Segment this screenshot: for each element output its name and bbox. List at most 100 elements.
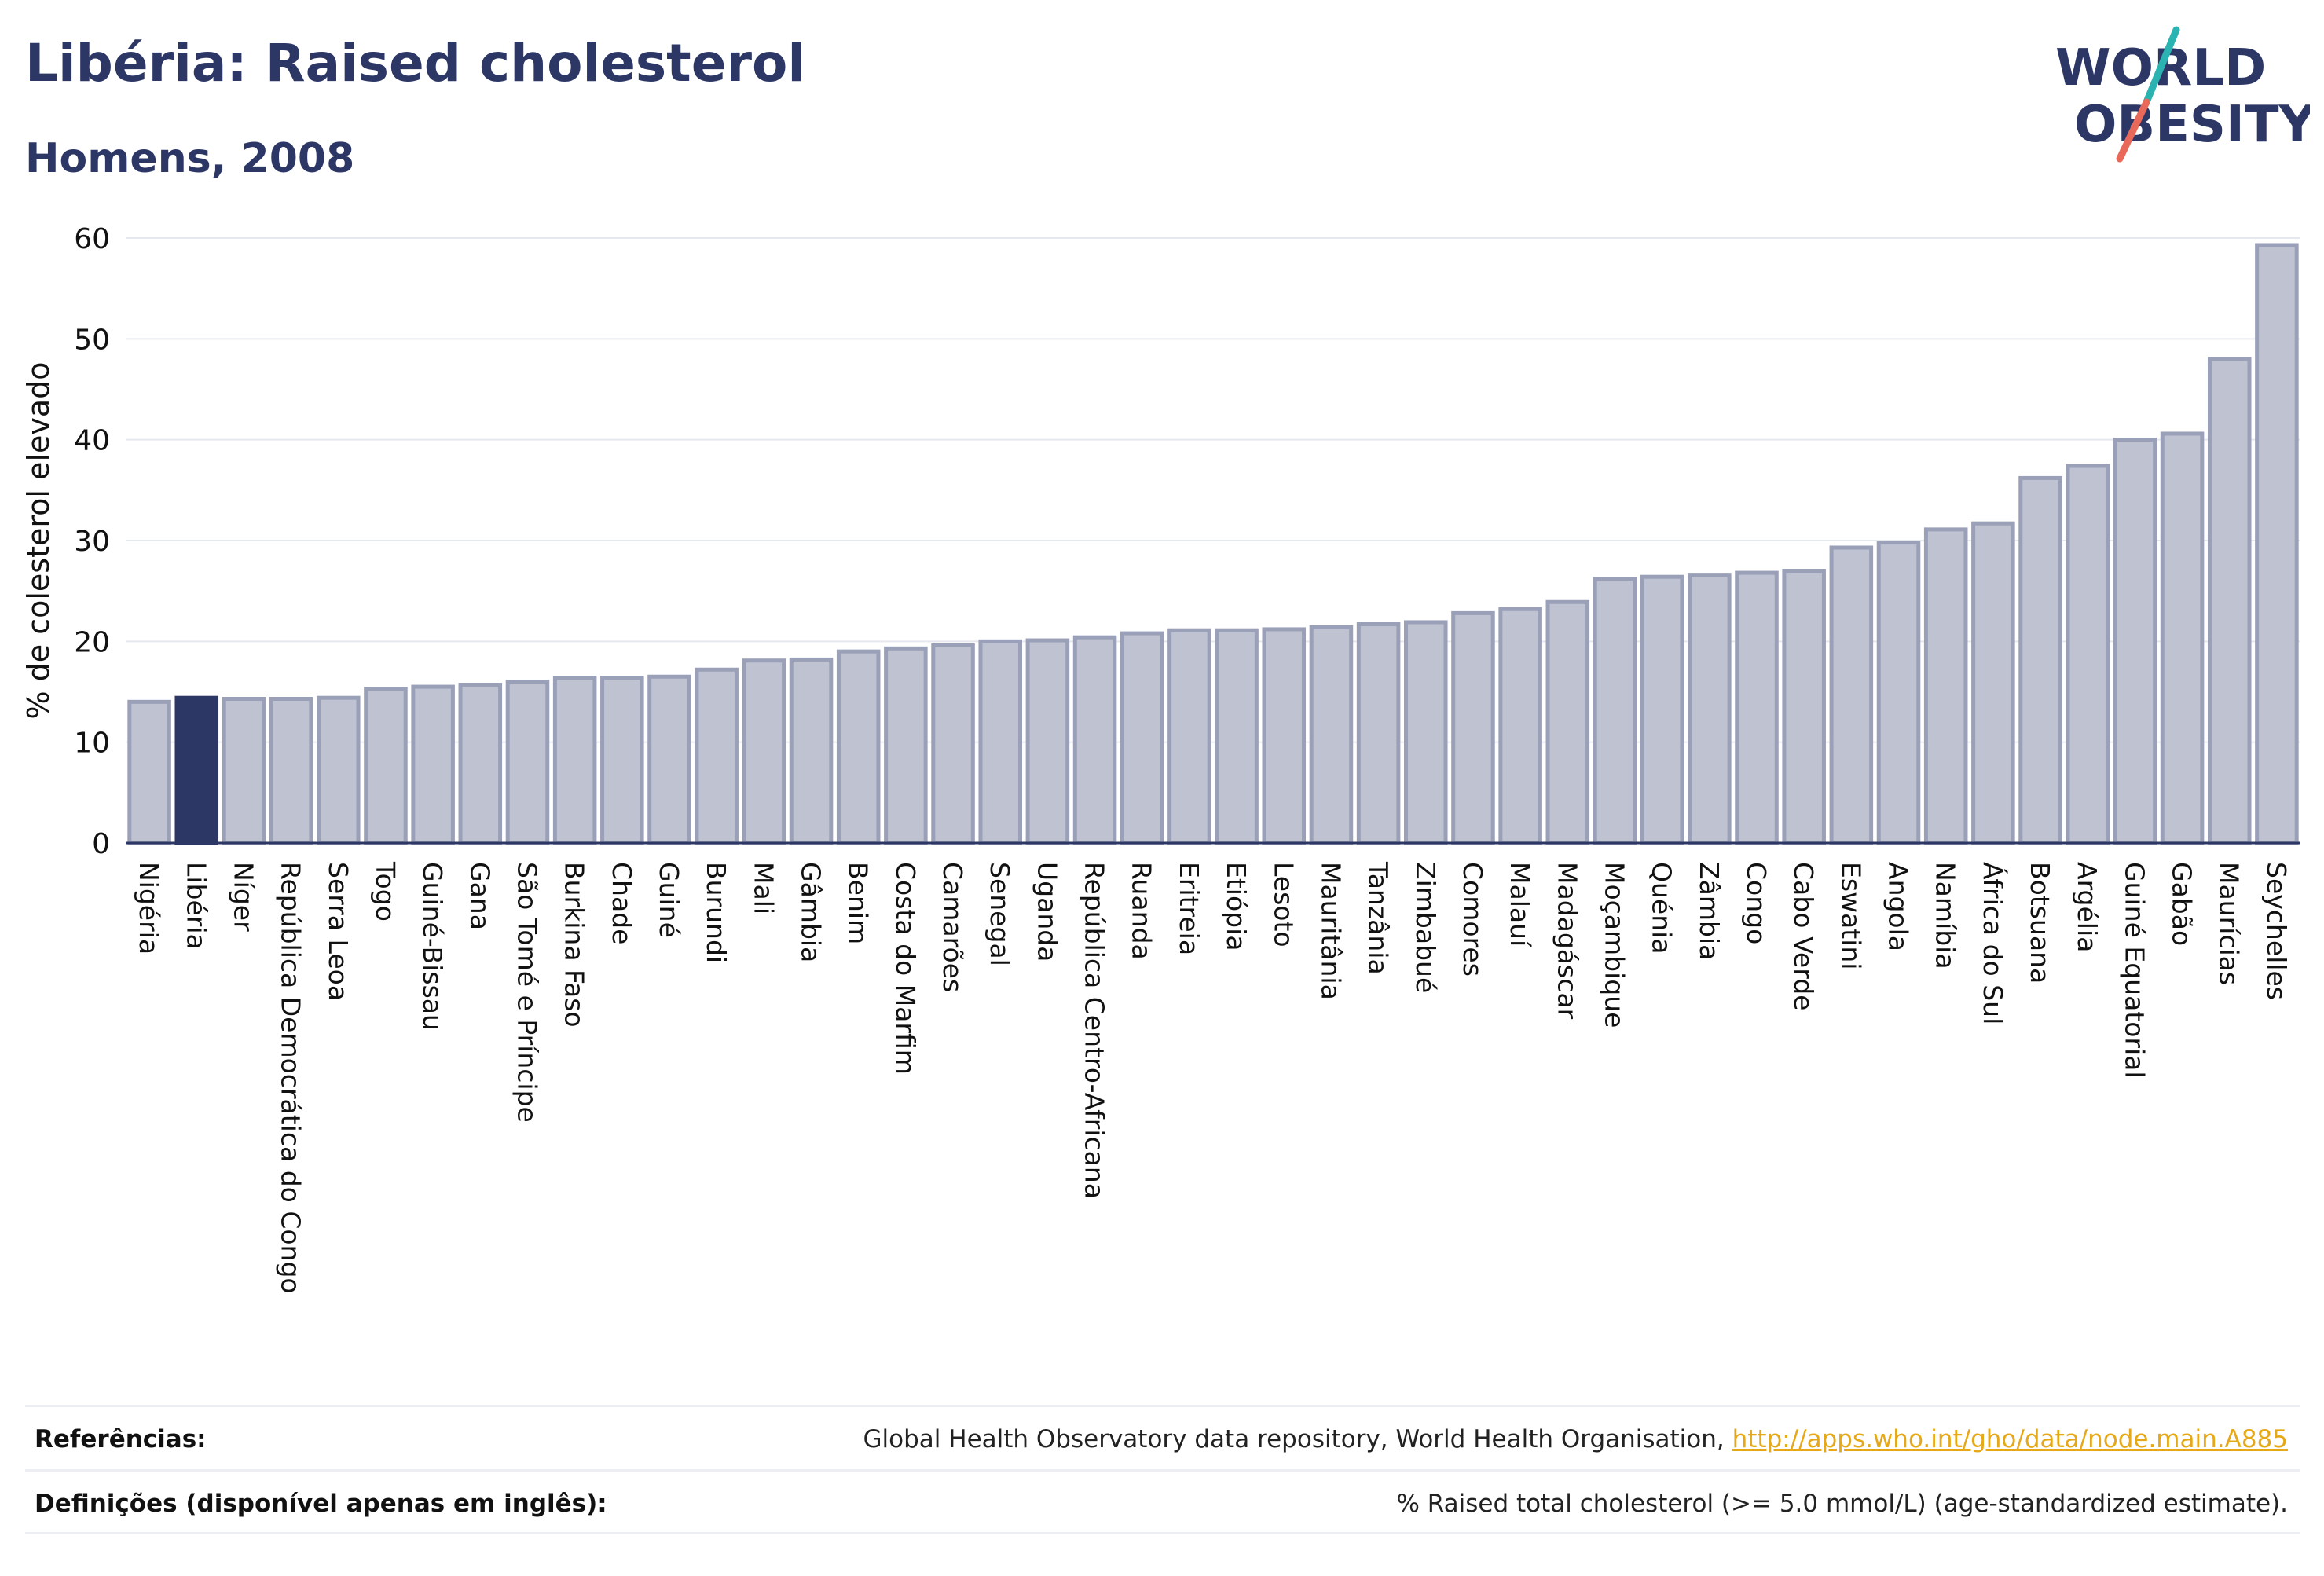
page-subtitle: Homens, 2008 xyxy=(25,135,355,182)
bar xyxy=(1593,577,1637,845)
x-tick-label: República Centro-Africana xyxy=(1080,862,1110,1199)
x-tick-label: Gana xyxy=(464,862,495,930)
x-tick-label: Angola xyxy=(1883,862,1914,951)
x-tick-label: Malauí xyxy=(1505,862,1535,948)
bar xyxy=(552,676,597,845)
x-tick-label: Comores xyxy=(1457,862,1488,977)
bar xyxy=(458,683,503,845)
bar xyxy=(836,649,881,845)
bar xyxy=(1735,570,1779,845)
bar xyxy=(222,696,266,845)
bar xyxy=(1025,638,1070,845)
y-tick-label: 10 xyxy=(74,728,110,760)
bar xyxy=(1309,625,1354,845)
bar xyxy=(2255,243,2299,845)
x-tick-label: Togo xyxy=(370,861,401,922)
bar xyxy=(647,674,691,845)
x-tick-label: Benim xyxy=(843,862,874,944)
x-tick-label: Uganda xyxy=(1032,862,1062,962)
logo-slash-teal xyxy=(2143,26,2180,106)
x-tick-label: Zâmbia xyxy=(1694,862,1725,960)
bar xyxy=(884,646,928,845)
x-tick-label: Etiópia xyxy=(1221,862,1252,951)
x-tick-label: Quénia xyxy=(1647,862,1677,955)
world-obesity-logo: WORLD OBESITY xyxy=(2055,26,2310,163)
x-tick-label: Namíbia xyxy=(1930,862,1961,969)
logo-line2: OBESITY xyxy=(2074,96,2310,154)
x-tick-label: Tanzânia xyxy=(1363,861,1394,975)
x-tick-label: Libéria xyxy=(181,862,211,950)
y-tick-label: 30 xyxy=(74,526,110,558)
x-tick-label: Seychelles xyxy=(2261,862,2292,1000)
bar xyxy=(1545,599,1590,845)
x-tick-label: Mauritânia xyxy=(1315,862,1346,1000)
bar xyxy=(1072,635,1117,845)
footer-divider-bottom xyxy=(25,1532,2300,1534)
bars xyxy=(127,243,2299,845)
bar xyxy=(600,676,644,845)
x-tick-label: África do Sul xyxy=(1978,862,2009,1024)
x-tick-label: Zimbabué xyxy=(1410,862,1441,993)
x-tick-label: Serra Leoa xyxy=(323,862,354,1001)
bar xyxy=(1262,627,1307,845)
bar xyxy=(269,696,313,845)
x-tick-label: São Tomé e Príncipe xyxy=(511,862,542,1123)
page-title: Libéria: Raised cholesterol xyxy=(25,33,805,93)
footer-divider-top xyxy=(25,1405,2300,1407)
x-tick-label: República Democrática do Congo xyxy=(276,862,306,1294)
y-tick-label: 50 xyxy=(74,324,110,356)
x-tick-label: Moçambique xyxy=(1599,862,1629,1028)
y-tick-label: 60 xyxy=(74,223,110,255)
bar xyxy=(2207,357,2252,845)
y-axis-label: % de colesterol elevado xyxy=(21,361,56,719)
bar xyxy=(1356,622,1401,845)
bar xyxy=(1404,620,1448,845)
bar xyxy=(1971,521,2015,845)
x-tick-label: Costa do Marfim xyxy=(890,862,921,1075)
references-text: Global Health Observatory data repositor… xyxy=(863,1425,1732,1453)
bar xyxy=(2018,475,2062,845)
bar xyxy=(1923,527,1968,845)
bar xyxy=(1498,607,1542,845)
bar xyxy=(978,639,1022,845)
bar xyxy=(505,680,550,845)
x-tick-label: Maurícias xyxy=(2214,862,2245,985)
bar xyxy=(695,667,739,845)
bar xyxy=(1688,573,1732,845)
bar xyxy=(1876,541,1921,845)
bar xyxy=(411,684,455,845)
x-tick-label: Guiné Equatorial xyxy=(2119,862,2150,1079)
x-tick-label: Guiné xyxy=(654,862,684,938)
x-tick-label: Gabão xyxy=(2167,862,2198,946)
references-value: Global Health Observatory data repositor… xyxy=(863,1425,2288,1453)
definitions-value: % Raised total cholesterol (>= 5.0 mmol/… xyxy=(1396,1490,2288,1518)
x-tick-label: Senegal xyxy=(984,862,1015,966)
bar xyxy=(742,658,786,845)
bar xyxy=(2160,431,2205,845)
bar xyxy=(1120,631,1164,845)
footer-divider-middle xyxy=(25,1469,2300,1472)
x-tick-label: Níger xyxy=(228,862,258,932)
bar xyxy=(1782,569,1826,845)
bar xyxy=(1640,574,1684,845)
bar xyxy=(931,643,975,845)
y-tick-label: 0 xyxy=(92,828,110,860)
x-tick-label: Madagáscar xyxy=(1552,862,1582,1020)
bar xyxy=(2113,438,2157,845)
x-tick-label: Eswatini xyxy=(1835,862,1866,969)
x-tick-label: Nigéria xyxy=(134,862,164,955)
x-tick-label: Botsuana xyxy=(2025,862,2055,984)
bar xyxy=(317,695,361,845)
x-tick-label: Guiné-Bissau xyxy=(417,862,448,1031)
bar xyxy=(1215,628,1259,845)
references-link[interactable]: http://apps.who.int/gho/data/node.main.A… xyxy=(1732,1425,2288,1453)
x-tick-labels: Nigéria Libéria Níger República Democrática… xyxy=(134,861,2292,1294)
y-tick-label: 40 xyxy=(74,425,110,457)
y-tick-labels: 0 10 20 30 40 50 60 xyxy=(74,223,110,860)
bar xyxy=(174,695,219,845)
definitions-label: Definições (disponível apenas em inglês)… xyxy=(35,1490,607,1518)
x-tick-label: Cabo Verde xyxy=(1788,862,1819,1010)
bar xyxy=(1167,628,1211,845)
x-tick-label: Burkina Faso xyxy=(559,862,590,1028)
references-label: Referências: xyxy=(35,1425,207,1453)
